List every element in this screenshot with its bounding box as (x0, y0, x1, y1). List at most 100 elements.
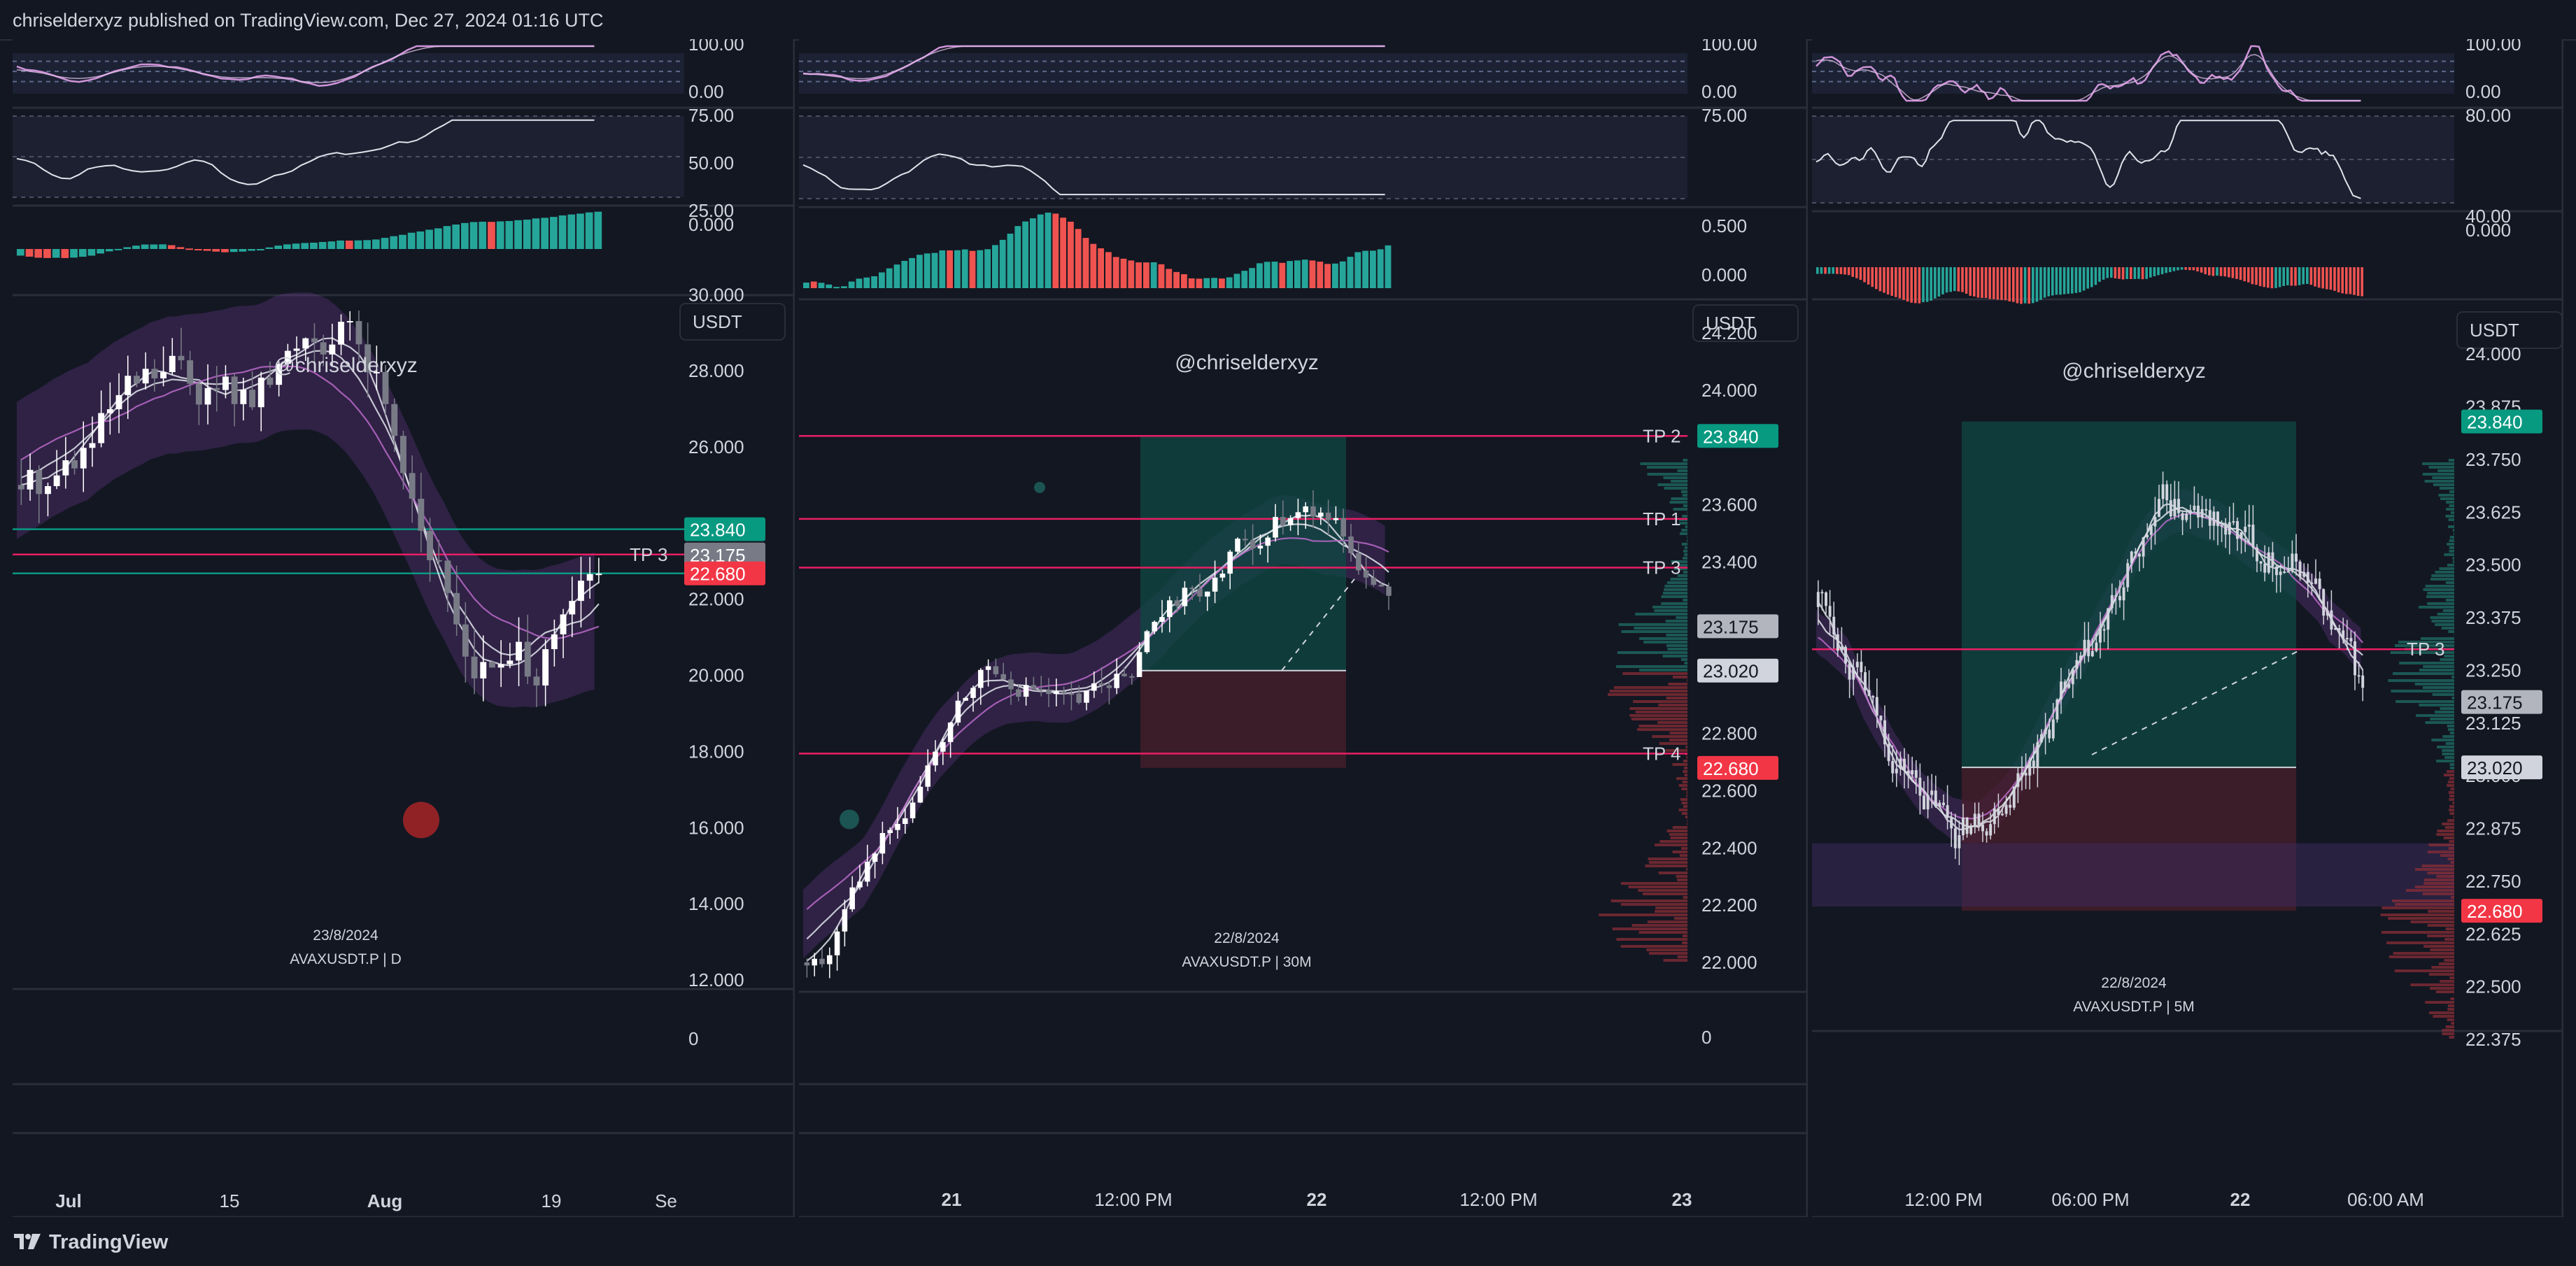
candle-body (257, 377, 264, 408)
macd-axis-label: 0.000 (1701, 264, 1747, 285)
macd-bar (1090, 243, 1097, 288)
chart-symbol-stamp: AVAXUSDT.P | 30M (1182, 954, 1311, 970)
take-profit-label: TP 4 (1643, 743, 1680, 764)
candle-body (1363, 570, 1369, 578)
macd-bar (1883, 267, 1885, 293)
macd-bar (2074, 267, 2078, 293)
volume-profile-bar (1672, 676, 1687, 678)
candle-body (1273, 517, 1278, 538)
candle-body (2193, 505, 2196, 511)
volume-profile-bar (2422, 462, 2454, 465)
macd-bar (2247, 267, 2250, 283)
macd-bar (2208, 267, 2211, 276)
candle-body (1985, 831, 1988, 836)
macd-bar (221, 249, 229, 253)
volume-profile-bar (2431, 620, 2454, 623)
macd-bar (2177, 267, 2179, 271)
volume-profile-bar (2449, 536, 2454, 539)
volume-profile-bar (1669, 501, 1687, 504)
volume-profile-bar (2428, 466, 2454, 469)
chart-panel-daily[interactable]: 100.00 0.00 75.00 50.00 25.00 0.000 @chriselde… (13, 39, 795, 1217)
macd-bar (443, 226, 451, 249)
candle-body (391, 404, 398, 436)
candle-body (1828, 606, 1832, 617)
currency-button[interactable] (2456, 311, 2563, 349)
candle-body (1016, 689, 1021, 697)
candle-body (1997, 808, 2000, 816)
macd-bar (2200, 267, 2203, 273)
currency-button-label[interactable]: USDT (1706, 313, 1755, 334)
currency-button-label[interactable]: USDT (2470, 320, 2519, 341)
currency-button[interactable] (679, 303, 786, 341)
macd-bar (1816, 267, 1819, 274)
candle-body (1938, 802, 1941, 807)
candle-body (1250, 540, 1256, 549)
volume-profile-bar (1669, 739, 1687, 741)
macd-bar (1188, 278, 1195, 288)
take-profit-label: TP 3 (1643, 557, 1680, 578)
candle-body (204, 387, 211, 405)
macd-bar (1241, 271, 1248, 288)
candle-body (2009, 804, 2012, 808)
chart-canvas[interactable]: 100.00 0.00 75.00 0.500 0.000 @chriselderxyz 2… (799, 39, 1808, 1217)
macd-bar (1166, 269, 1173, 288)
macd-bar (886, 268, 893, 288)
currency-button-label[interactable]: USDT (693, 311, 742, 332)
candle-body (2286, 571, 2290, 573)
macd-bar (2337, 267, 2340, 292)
currency-button[interactable] (1692, 304, 1799, 342)
macd-bar (469, 222, 478, 249)
candle-body (1121, 674, 1127, 676)
volume-profile-bar (1642, 892, 1687, 895)
volume-profile-bar (1599, 913, 1687, 916)
volume-profile-bar (1648, 858, 1687, 860)
price-axis-label: 20.000 (688, 665, 744, 686)
candle-body (2063, 681, 2067, 688)
chart-canvas[interactable]: 100.00 0.00 80.00 40.000.000 @chriselderxyz 2… (1812, 39, 2563, 1217)
chart-canvas[interactable]: 100.00 0.00 75.00 50.00 25.000.000 @chriselde… (13, 39, 795, 1217)
time-axis-label: 22 (1307, 1189, 1327, 1210)
candle-body (1310, 506, 1316, 517)
stoch-axis-label: 100.00 (1701, 39, 1757, 55)
footer-brand[interactable]: TradingView (49, 1231, 169, 1253)
volume-profile-bar (1679, 522, 1687, 525)
candle-body (1000, 674, 1006, 680)
candle-body (1008, 679, 1014, 690)
volume-profile-bar (2437, 746, 2454, 748)
candle-body (1348, 536, 1354, 553)
volume-profile-bar (1655, 906, 1687, 909)
candle-body (1906, 770, 1910, 775)
macd-axis-label: 0.000 (688, 214, 734, 235)
candle-body (2055, 699, 2059, 720)
chart-panel-30m[interactable]: 100.00 0.00 75.00 0.500 0.000 @chriselderxyz 2… (799, 39, 1808, 1217)
candle-body (970, 688, 976, 698)
candle-body (551, 634, 558, 650)
macd-bar (2270, 267, 2274, 289)
candle-body (978, 669, 984, 688)
candle-body (462, 624, 469, 657)
volume-profile-bar (2447, 1004, 2454, 1007)
candle-body (2016, 773, 2020, 787)
volume-profile-bar (1677, 955, 1687, 958)
rsi-line (1816, 120, 2361, 199)
macd-bar (488, 222, 495, 249)
volume-profile-bar (2449, 767, 2454, 769)
macd-bar (2141, 267, 2144, 280)
macd-bar (984, 249, 991, 288)
macd-bar (1839, 267, 1843, 274)
volume-profile-bar (1677, 469, 1687, 472)
chart-panel-5m[interactable]: 100.00 0.00 80.00 40.00 0.000 @chriselderxyz 2… (1812, 39, 2563, 1217)
price-badge-label: 23.175 (1703, 616, 1759, 637)
macd-bar (961, 249, 968, 288)
macd-bar (2278, 267, 2281, 287)
volume-profile-bar (1670, 837, 1687, 839)
tradingview-logo-icon[interactable] (13, 1231, 43, 1252)
volume-profile-bar (2380, 913, 2454, 916)
macd-bar (2314, 267, 2316, 287)
volume-profile-bar (1639, 637, 1687, 640)
macd-bar (2125, 267, 2128, 279)
macd-bar (2184, 267, 2187, 270)
time-axis-label: 19 (542, 1190, 562, 1211)
candle-body (1914, 770, 1918, 778)
volume-profile-bar (2439, 487, 2454, 490)
